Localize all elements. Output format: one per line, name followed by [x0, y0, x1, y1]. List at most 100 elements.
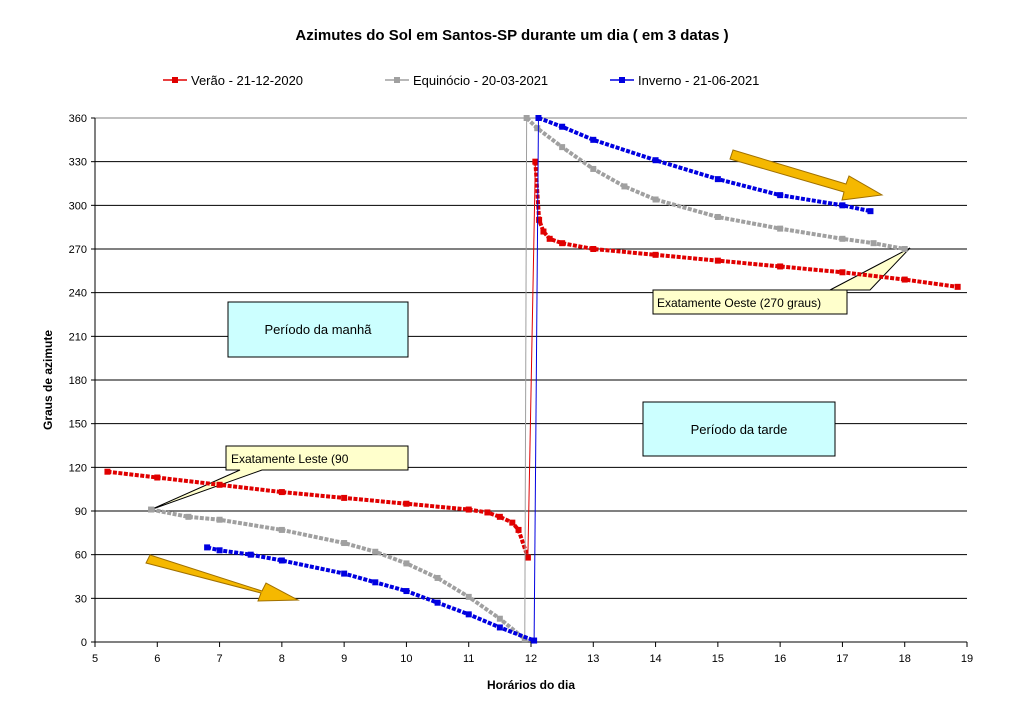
legend-label: Inverno - 21-06-2021 [638, 73, 759, 88]
data-point [509, 519, 516, 526]
x-tick-label: 6 [154, 653, 160, 665]
x-tick-label: 17 [836, 653, 848, 665]
data-point [154, 474, 161, 481]
afternoon-label: Período da tarde [691, 422, 788, 437]
data-point [341, 540, 348, 547]
data-point [515, 526, 522, 533]
y-tick-label: 150 [69, 419, 87, 431]
x-tick-label: 8 [279, 653, 285, 665]
data-point [559, 144, 566, 151]
series-line [537, 116, 871, 214]
data-point [496, 615, 503, 622]
y-tick-label: 0 [81, 637, 87, 649]
data-point [341, 570, 348, 577]
data-point [532, 158, 539, 165]
legend-label: Equinócio - 20-03-2021 [413, 73, 548, 88]
data-point [484, 509, 491, 516]
data-point [216, 516, 223, 523]
data-point [185, 513, 192, 520]
morning-label: Período da manhã [265, 322, 373, 337]
y-tick-label: 90 [75, 506, 87, 518]
series-jump-line [533, 117, 539, 641]
y-tick-label: 270 [69, 244, 87, 256]
west-label: Exatamente Oeste (270 graus) [657, 296, 821, 310]
data-point [652, 157, 659, 164]
data-point [403, 500, 410, 507]
data-point [531, 637, 538, 644]
data-point [839, 235, 846, 242]
data-point [496, 624, 503, 631]
data-point [870, 240, 877, 247]
east-callout [149, 445, 409, 511]
series-jump-line [524, 117, 528, 640]
y-tick-label: 180 [69, 375, 87, 387]
data-point [714, 213, 721, 220]
series-line [206, 545, 535, 643]
x-tick-label: 10 [400, 653, 412, 665]
data-point [540, 228, 547, 235]
series-jump-line [527, 161, 536, 558]
x-tick-label: 7 [217, 653, 223, 665]
legend-marker [394, 77, 400, 83]
data-point [652, 251, 659, 258]
morning-box [227, 301, 409, 358]
data-point [652, 196, 659, 203]
x-tick-label: 13 [587, 653, 599, 665]
annotations: Período da manhã Período da tarde Exatam… [145, 149, 911, 602]
y-tick-label: 210 [69, 331, 87, 343]
data-point [372, 579, 379, 586]
east-label: Exatamente Leste (90 [231, 452, 349, 466]
data-point [524, 554, 531, 561]
axes: 0 30 60 90 120 150 180 210 240 270 300 330 360 5 6 7 8 9 1… [41, 113, 973, 692]
legend-label: Verão - 21-12-2020 [191, 73, 303, 88]
data-point [523, 115, 530, 121]
data-point [714, 257, 721, 264]
data-point [839, 269, 846, 276]
data-point [148, 506, 155, 513]
data-point [590, 136, 597, 143]
data-point [465, 611, 472, 618]
data-point [777, 192, 784, 199]
legend-marker [619, 77, 625, 83]
data-point [777, 225, 784, 232]
x-axis-label: Horários do dia [487, 678, 575, 692]
data-point [104, 468, 111, 475]
data-point [216, 547, 223, 554]
data-point [839, 202, 846, 209]
x-tick-label: 18 [899, 653, 911, 665]
data-point [465, 593, 472, 600]
data-point [278, 489, 285, 496]
data-point [536, 216, 543, 223]
x-tick-label: 19 [961, 653, 973, 665]
data-point [247, 551, 254, 558]
data-point [465, 506, 472, 513]
data-point [954, 283, 961, 290]
x-tick-label: 15 [712, 653, 724, 665]
data-point [403, 560, 410, 567]
data-point [901, 246, 908, 252]
data-point [434, 599, 441, 606]
legend: Verão - 21-12-2020 Equinócio - 20-03-2021… [163, 73, 759, 88]
chart-title: Azimutes do Sol em Santos-SP durante um … [295, 27, 728, 44]
grid [95, 117, 967, 599]
data-point [278, 526, 285, 533]
data-point [372, 548, 379, 555]
data-point [901, 276, 908, 283]
data-point [535, 115, 542, 121]
afternoon-box [642, 401, 836, 457]
y-tick-label: 360 [69, 113, 87, 125]
legend-marker [172, 77, 178, 83]
arrow-afternoon-icon [729, 149, 884, 201]
x-tick-label: 12 [525, 653, 537, 665]
x-tick-label: 5 [92, 653, 98, 665]
data-point [546, 235, 553, 242]
y-tick-label: 30 [75, 593, 87, 605]
data-point [403, 588, 410, 595]
data-point [559, 123, 566, 130]
data-point [777, 263, 784, 270]
x-tick-label: 14 [649, 653, 661, 665]
data-point [341, 494, 348, 501]
y-tick-label: 330 [69, 157, 87, 169]
data-point [278, 557, 285, 564]
